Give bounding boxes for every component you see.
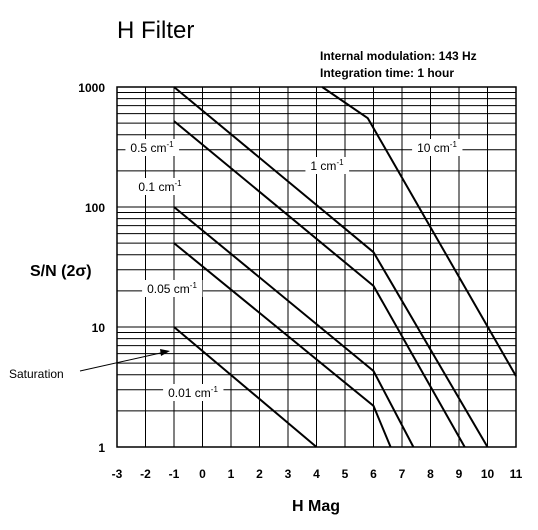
x-tick-label: -3 (112, 467, 123, 481)
chart-title: H Filter (117, 17, 194, 44)
saturation-arrowhead (160, 349, 170, 356)
series-label: 0.1 cm-1 (133, 178, 188, 195)
x-axis-label: H Mag (292, 498, 340, 515)
y-tick-label: 1000 (78, 81, 105, 95)
annotation-integration: Integration time: 1 hour (320, 66, 454, 80)
series-label-bg (305, 157, 350, 174)
saturation-label: Saturation (9, 367, 64, 381)
series-label-bg (133, 178, 188, 195)
series-label-text: 1 cm-1 (310, 158, 344, 173)
x-tick-label: 8 (427, 467, 434, 481)
series-label: 0.5 cm-1 (125, 139, 180, 156)
series-line (321, 86, 517, 377)
x-tick-labels: -3 -2 -1 0 1 2 3 4 5 6 7 8 9 10 11 (112, 467, 523, 481)
x-tick-label: -2 (140, 467, 151, 481)
series-label-text: 0.05 cm-1 (147, 281, 197, 296)
x-tick-label: 3 (285, 467, 292, 481)
x-tick-label: -1 (169, 467, 180, 481)
series-line (173, 120, 466, 448)
x-tick-label: 11 (510, 467, 523, 481)
y-tick-label: 1 (98, 441, 105, 455)
x-tick-label: 7 (399, 467, 406, 481)
series-line (173, 242, 392, 448)
series-label-text: 10 cm-1 (417, 140, 457, 155)
x-tick-label: 1 (228, 467, 235, 481)
saturation-arrow (79, 351, 166, 372)
series-line (173, 86, 489, 448)
series-label: 0.01 cm-1 (163, 384, 224, 401)
x-tick-label: 5 (342, 467, 349, 481)
series-label-bg (163, 384, 224, 401)
series-line (173, 206, 415, 448)
y-axis-label: S/N (2σ) (30, 263, 92, 280)
series-label-text: 0.5 cm-1 (130, 140, 174, 155)
x-tick-label: 6 (370, 467, 377, 481)
series-line (173, 326, 318, 448)
series-label-bg (125, 139, 180, 156)
y-tick-label: 10 (92, 321, 106, 335)
series-label-bg (142, 280, 203, 297)
x-tick-label: 2 (256, 467, 263, 481)
series-label-text: 0.1 cm-1 (138, 179, 182, 194)
annotation-modulation: Internal modulation: 143 Hz (320, 49, 477, 63)
saturation-callout: Saturation (9, 349, 170, 381)
series-label: 0.05 cm-1 (142, 280, 203, 297)
y-tick-label: 100 (85, 201, 105, 215)
series-labels: 10 cm-1 1 cm-1 0.5 cm-1 0.1 cm-1 0.05 cm-1 0.… (125, 139, 463, 401)
x-tick-label: 10 (481, 467, 495, 481)
series-label: 10 cm-1 (412, 139, 463, 156)
y-tick-labels: 1 10 100 1000 (78, 81, 105, 455)
series-label-text: 0.01 cm-1 (168, 385, 218, 400)
series-label: 1 cm-1 (305, 157, 350, 174)
series-label-bg (412, 139, 463, 156)
x-tick-label: 4 (313, 467, 320, 481)
x-tick-label: 0 (199, 467, 206, 481)
x-tick-label: 9 (456, 467, 463, 481)
series-group (173, 86, 517, 448)
